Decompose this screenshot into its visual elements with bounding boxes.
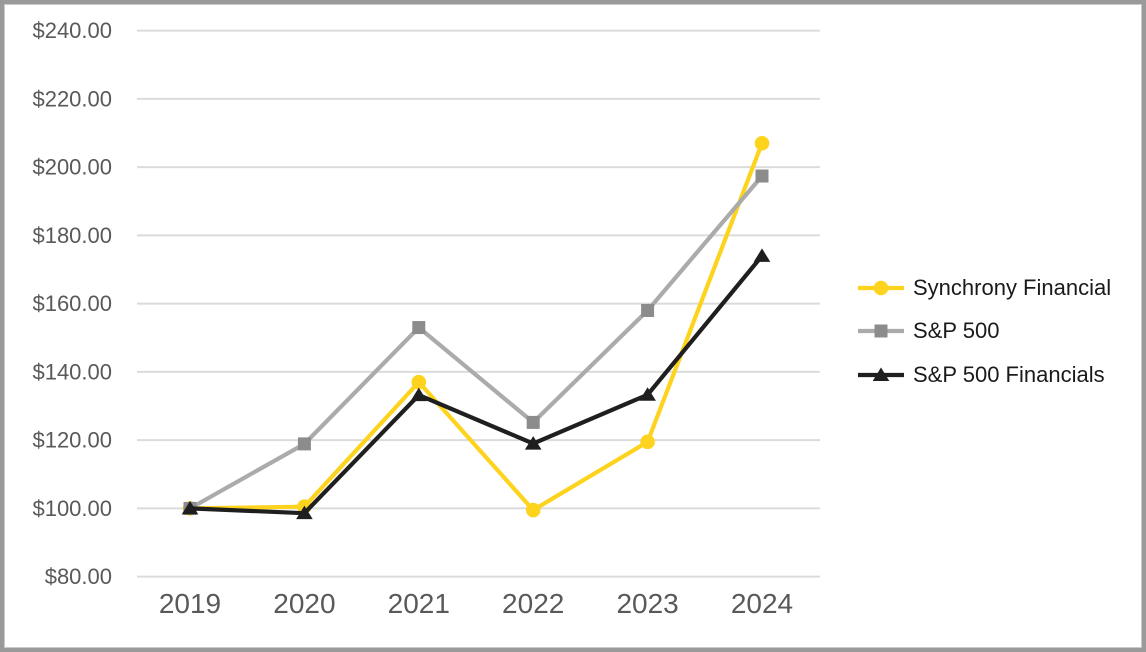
y-axis-tick-label: $140.00 [32, 359, 112, 384]
x-axis-tick-label: 2021 [388, 588, 450, 619]
gray-square-line-icon [858, 324, 904, 338]
data-point-synchrony-financial [411, 374, 427, 390]
yellow-circle-line-icon [858, 280, 904, 296]
legend-item-synchrony-financial: Synchrony Financial [858, 266, 1111, 310]
x-axis-tick-label: 2019 [159, 588, 221, 619]
x-axis-tick-label: 2023 [616, 588, 678, 619]
y-axis-tick-label: $100.00 [32, 496, 112, 521]
data-point-s-p-500-financials [639, 387, 656, 401]
y-axis-tick-label: $120.00 [32, 428, 112, 453]
data-point-synchrony-financial [525, 502, 541, 518]
y-axis-tick-label: $220.00 [32, 86, 112, 111]
data-point-s-p-500 [755, 169, 769, 183]
data-point-s-p-500-financials [410, 387, 428, 402]
data-point-synchrony-financial [754, 135, 770, 151]
series-line-s-p-500 [187, 173, 765, 511]
y-axis-tick-label: $200.00 [32, 155, 112, 180]
data-point-s-p-500 [412, 321, 426, 335]
legend-label: S&P 500 [913, 318, 1000, 344]
legend-item-sp500-financials: S&P 500 Financials [858, 353, 1111, 397]
series-line-synchrony-financial [187, 141, 765, 513]
legend-item-sp500: S&P 500 [858, 310, 1111, 354]
legend-label: S&P 500 Financials [913, 361, 1105, 387]
data-point-s-p-500-financials [296, 505, 313, 520]
x-axis-tick-label: 2022 [502, 588, 564, 619]
data-point-s-p-500 [641, 303, 655, 317]
data-point-s-p-500-financials [524, 436, 542, 450]
y-axis-tick-label: $240.00 [32, 18, 112, 43]
y-axis-tick-label: $180.00 [32, 223, 112, 248]
legend: Synchrony Financial S&P 500 S&P 500 Fina… [858, 266, 1111, 397]
series-line-s-p-500-financials [187, 253, 765, 516]
y-axis-tick-label: $80.00 [45, 564, 112, 589]
x-axis-tick-label: 2024 [731, 588, 793, 619]
y-axis-tick-label: $160.00 [32, 291, 112, 316]
data-point-s-p-500 [526, 415, 540, 429]
data-point-synchrony-financial [640, 434, 655, 450]
data-point-s-p-500-financials [181, 500, 199, 515]
legend-label: Synchrony Financial [913, 274, 1112, 300]
x-axis-tick-label: 2020 [273, 588, 335, 619]
black-triangle-line-icon [858, 367, 904, 381]
data-point-s-p-500-financials [753, 248, 771, 262]
data-point-s-p-500 [297, 437, 311, 451]
